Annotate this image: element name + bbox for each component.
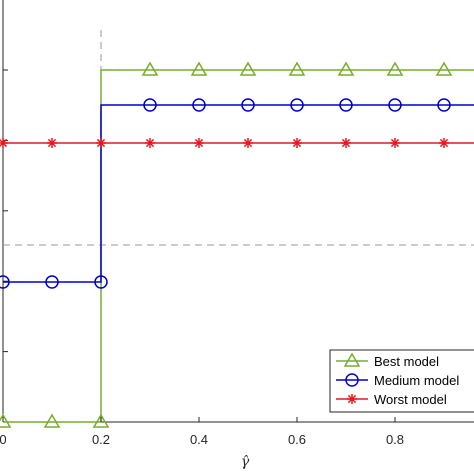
asterisk-marker xyxy=(194,138,204,148)
series-best-model xyxy=(0,61,474,428)
asterisk-marker xyxy=(0,138,8,148)
legend-item[interactable]: Best model xyxy=(336,352,439,369)
asterisk-marker xyxy=(145,138,155,148)
circle-marker xyxy=(94,275,108,289)
series-group xyxy=(0,61,474,428)
circle-marker xyxy=(437,98,451,112)
triangle-marker xyxy=(239,61,257,76)
asterisk-marker xyxy=(243,138,253,148)
legend[interactable]: Best model Medium model Worst model xyxy=(329,349,474,413)
circle-marker xyxy=(345,373,359,387)
triangle-marker xyxy=(92,413,110,428)
circle-marker xyxy=(143,98,157,112)
series-line xyxy=(3,104,474,283)
tick-group: 0 0.2 0.4 0.6 0.8 xyxy=(0,417,404,447)
x-tick-label: 0.6 xyxy=(288,432,306,447)
triangle-marker xyxy=(43,413,61,428)
circle-marker xyxy=(339,98,353,112)
circle-marker xyxy=(45,275,59,289)
series-worst-model xyxy=(0,138,474,148)
legend-label: Worst model xyxy=(374,392,447,407)
legend-label: Medium model xyxy=(374,373,459,388)
triangle-marker xyxy=(337,61,355,76)
triangle-marker xyxy=(288,61,306,76)
legend-item[interactable]: Worst model xyxy=(336,392,447,407)
legend-item[interactable]: Medium model xyxy=(336,373,459,388)
asterisk-marker xyxy=(47,138,57,148)
circle-marker xyxy=(241,98,255,112)
x-tick-label: 0.8 xyxy=(386,432,404,447)
asterisk-marker xyxy=(341,138,351,148)
x-tick-label: 0 xyxy=(0,432,7,447)
circle-marker xyxy=(290,98,304,112)
asterisk-marker xyxy=(96,138,106,148)
series-line xyxy=(3,69,474,423)
legend-label: Best model xyxy=(374,354,439,369)
circle-marker xyxy=(192,98,206,112)
x-tick-label: 0.4 xyxy=(190,432,208,447)
circle-marker xyxy=(0,275,10,289)
asterisk-marker xyxy=(292,138,302,148)
series-medium-model xyxy=(0,98,474,289)
asterisk-marker xyxy=(390,138,400,148)
x-tick-label: 0.2 xyxy=(92,432,110,447)
x-axis-label: γ̂ xyxy=(241,454,250,470)
asterisk-marker xyxy=(347,394,357,404)
triangle-marker xyxy=(141,61,159,76)
triangle-marker xyxy=(0,413,12,428)
triangle-marker xyxy=(435,61,453,76)
triangle-marker xyxy=(386,61,404,76)
triangle-marker xyxy=(190,61,208,76)
asterisk-marker xyxy=(439,138,449,148)
triangle-marker xyxy=(343,352,361,367)
circle-marker xyxy=(388,98,402,112)
